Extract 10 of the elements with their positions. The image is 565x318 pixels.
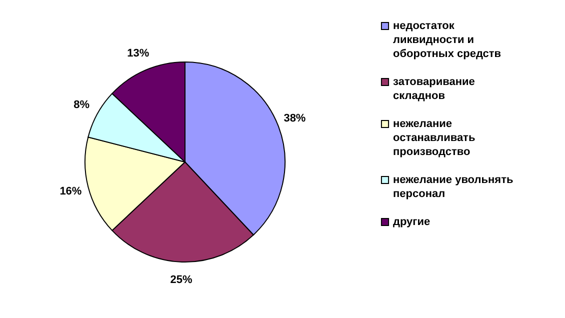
legend-label: затоваривание складнов [393,76,475,102]
legend-label: нежелание останавливать производство [393,118,476,158]
data-label: 13% [127,48,150,60]
data-label: 16% [60,185,82,198]
legend-label: нежелание увольнять персонал [393,174,514,200]
data-label: 8% [74,99,90,112]
legend-label: другие [393,216,430,228]
legend-label: недостаток ликвидности и оборотных средств [393,20,502,60]
data-label: 38% [284,112,306,125]
data-label: 25% [170,274,193,286]
